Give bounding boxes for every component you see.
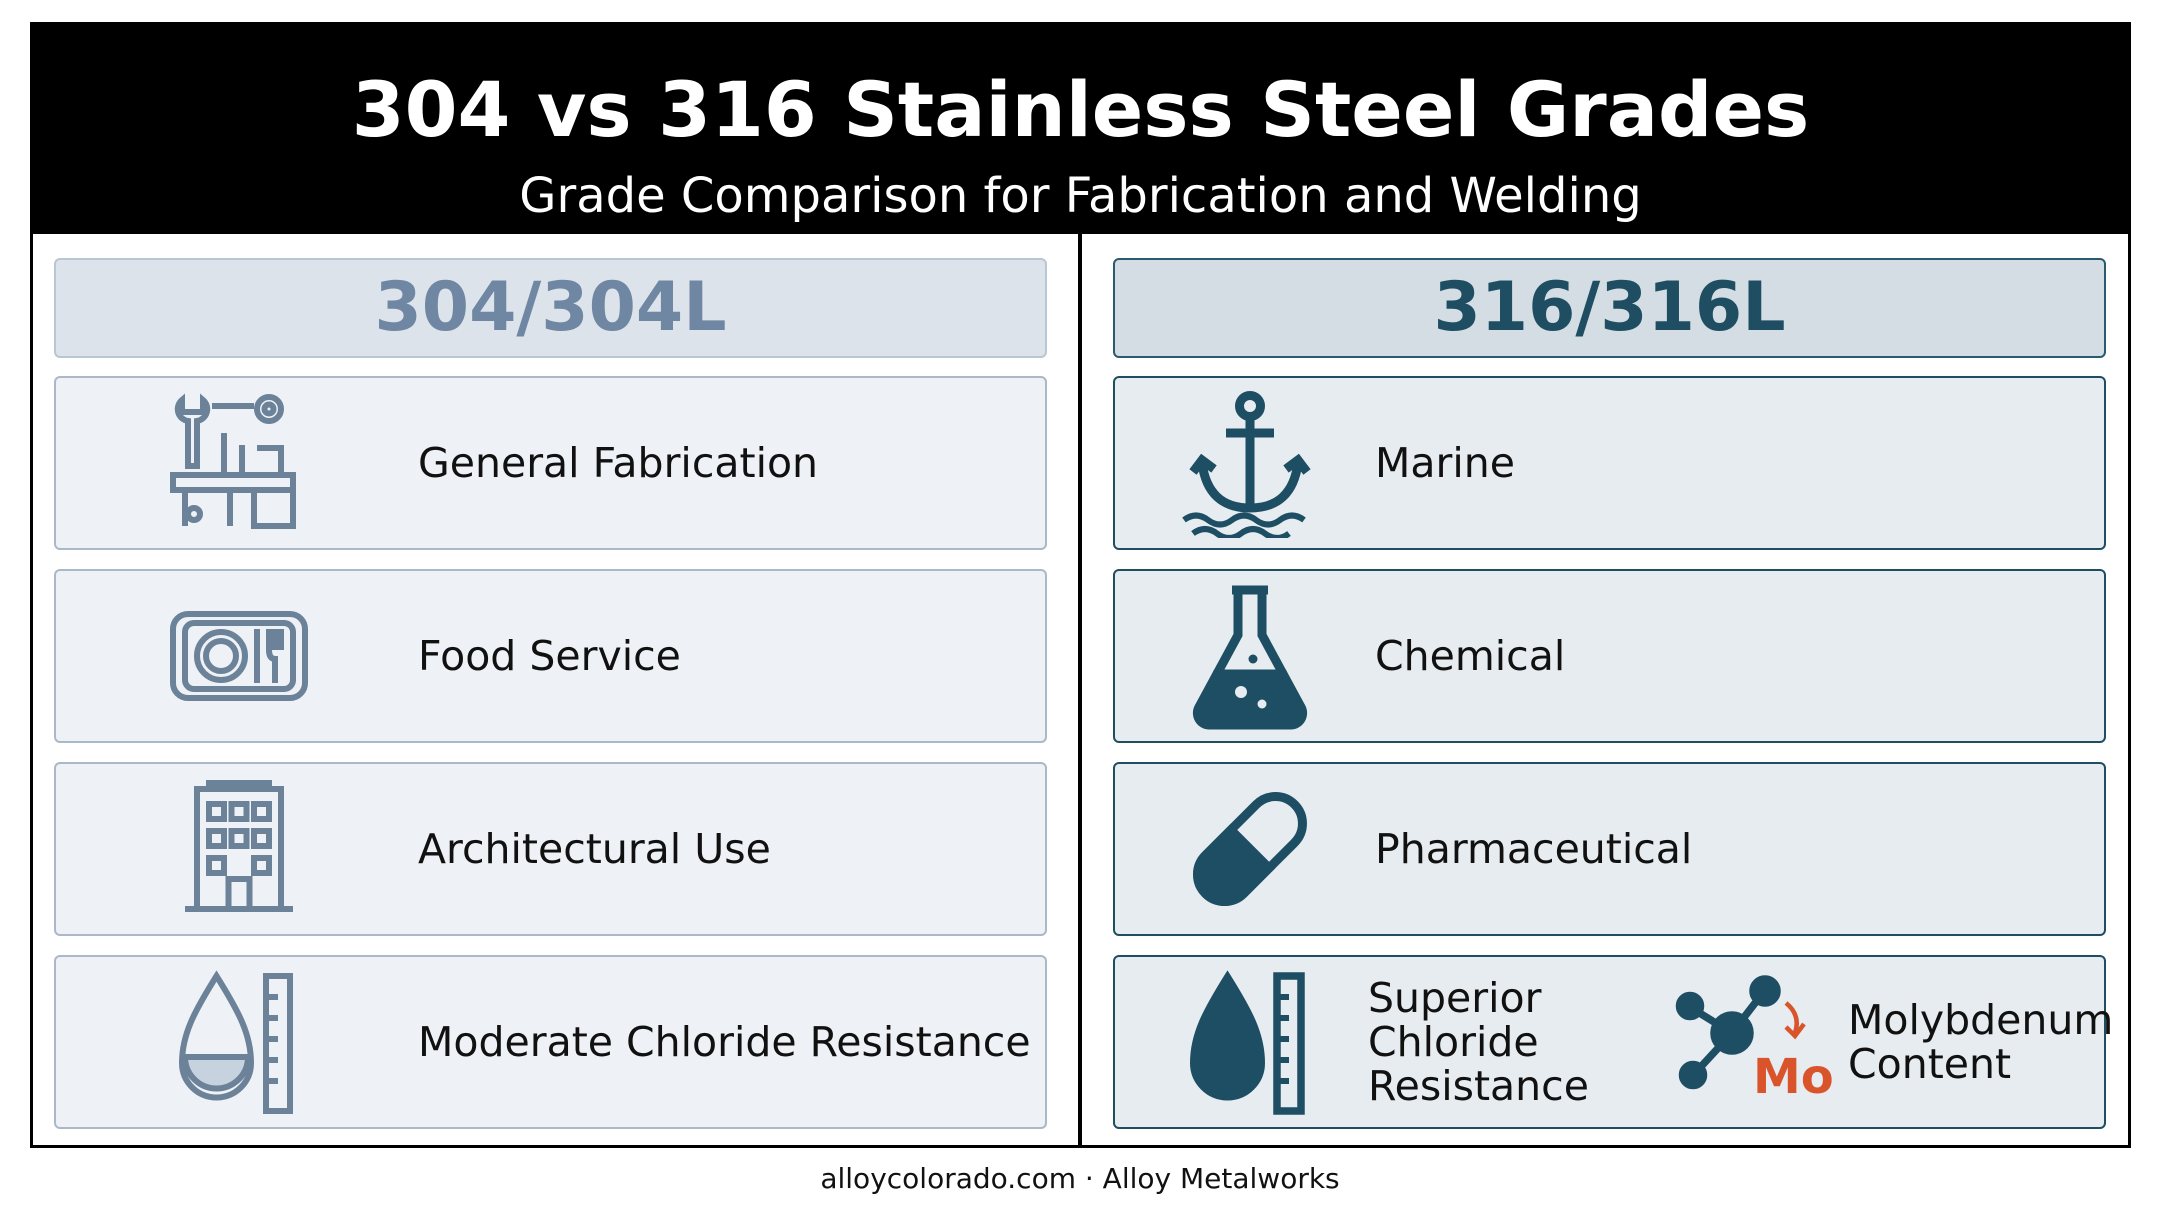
row: Superior Chloride Resistance Mo Molybden…: [1113, 955, 2114, 1129]
fabrication-icon: [170, 393, 296, 529]
anchor-icon: [1182, 391, 1311, 538]
row: Marine: [1113, 376, 2106, 550]
item-label: Marine: [1375, 439, 1515, 487]
footer: alloycolorado.com · Alloy Metalworks: [820, 1162, 1340, 1195]
grade-header: 316/316L: [1113, 258, 2106, 358]
item-label: Moderate Chloride Resistance: [418, 1018, 1031, 1066]
row: Architectural Use: [54, 762, 1047, 936]
row: Moderate Chloride Resistance: [54, 955, 1047, 1129]
chloride-icon: [1189, 970, 1305, 1115]
molecule-icon: [1675, 975, 1806, 1090]
item-label: Pharmaceutical: [1375, 825, 1693, 873]
food-icon: [170, 611, 308, 701]
title: 304 vs 316 Stainless Steel Grades: [351, 65, 1810, 154]
capsule-icon: [1193, 792, 1307, 906]
chloride-icon: [178, 970, 293, 1114]
row: General Fabrication: [54, 376, 1047, 550]
row: Pharmaceutical: [1113, 762, 2106, 936]
row: Chemical: [1113, 569, 2106, 743]
building-icon: [185, 780, 293, 912]
item-label: Chemical: [1375, 632, 1566, 680]
header: 304 vs 316 Stainless Steel Grades Grade …: [30, 22, 2131, 234]
item-label: General Fabrication: [418, 439, 819, 487]
item-label: Food Service: [418, 632, 681, 680]
item-label: Superior Chloride Resistance: [1368, 974, 1589, 1110]
extra-label: Molybdenum Content: [1848, 996, 2114, 1088]
mo-symbol: Mo: [1753, 1049, 1834, 1105]
subtitle: Grade Comparison for Fabrication and Wel…: [519, 168, 1642, 224]
divider: [1078, 234, 1082, 1148]
grade-header: 304/304L: [54, 258, 1047, 358]
item-label: Architectural Use: [418, 825, 771, 873]
row: Food Service: [54, 569, 1047, 743]
flask-icon: [1192, 585, 1308, 730]
